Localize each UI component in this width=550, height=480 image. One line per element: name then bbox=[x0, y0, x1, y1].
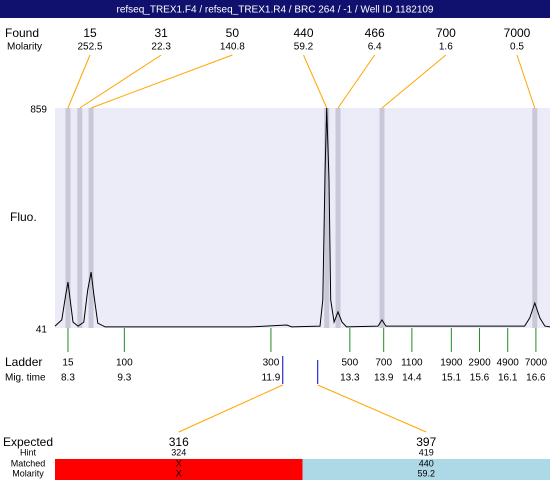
expected-size: 316 bbox=[169, 435, 189, 449]
ladder-size: 1100 bbox=[401, 358, 423, 369]
found-size: 440 bbox=[293, 26, 313, 40]
y-tick-label: 859 bbox=[30, 105, 47, 116]
found-connector bbox=[381, 54, 447, 109]
found-molarity: 1.6 bbox=[439, 42, 453, 53]
match-cell bbox=[302, 459, 550, 480]
peak-band bbox=[324, 108, 330, 328]
ladder-mig-time: 15.6 bbox=[470, 373, 490, 384]
found-molarity: 140.8 bbox=[220, 42, 245, 53]
found-connector bbox=[90, 54, 233, 109]
expected-hint: 419 bbox=[419, 447, 434, 457]
expected-connector bbox=[178, 384, 283, 433]
ladder-mig-time: 14.4 bbox=[402, 373, 422, 384]
ladder-mig-time: 9.3 bbox=[117, 373, 131, 384]
expected-molarity: 59.2 bbox=[417, 468, 435, 478]
title: refseq_TREX1.F4 / refseq_TREX1.R4 / BRC … bbox=[117, 5, 434, 16]
expected-connector bbox=[317, 384, 427, 433]
expected-row-label: Matched bbox=[11, 458, 46, 468]
ladder-size: 1900 bbox=[440, 358, 463, 369]
peak-band bbox=[77, 108, 83, 328]
ladder-mig-time: 13.3 bbox=[340, 373, 360, 384]
found-molarity: 0.5 bbox=[510, 42, 524, 53]
molarity-label: Molarity bbox=[7, 42, 42, 53]
ladder-mig-time: 8.3 bbox=[61, 373, 75, 384]
found-connector bbox=[303, 54, 328, 109]
ladder-size: 300 bbox=[263, 358, 280, 369]
found-connector bbox=[67, 54, 91, 109]
expected-matched: 440 bbox=[419, 458, 434, 468]
found-molarity: 252.5 bbox=[77, 42, 102, 53]
peak-band bbox=[65, 108, 71, 328]
ladder-size: 2900 bbox=[468, 358, 491, 369]
expected-hint: 324 bbox=[171, 447, 186, 457]
y-tick-label: 41 bbox=[36, 325, 48, 336]
ladder-size: 500 bbox=[342, 358, 359, 369]
found-size: 700 bbox=[436, 26, 456, 40]
expected-molarity: X bbox=[176, 468, 182, 478]
ladder-mig-time: 16.1 bbox=[498, 373, 518, 384]
ladder-mig-time: 15.1 bbox=[442, 373, 462, 384]
found-size: 466 bbox=[365, 26, 385, 40]
ladder-size: 15 bbox=[62, 358, 74, 369]
peak-band bbox=[88, 108, 94, 328]
ladder-size: 7000 bbox=[525, 358, 548, 369]
ladder-label: Ladder bbox=[5, 355, 42, 369]
peak-band bbox=[532, 108, 538, 328]
trace bbox=[54, 107, 550, 328]
ladder-mig-time: 13.9 bbox=[374, 373, 394, 384]
expected-size: 397 bbox=[416, 435, 436, 449]
found-size: 15 bbox=[83, 26, 97, 40]
found-connector bbox=[516, 54, 536, 109]
found-size: 31 bbox=[154, 26, 168, 40]
ladder-size: 700 bbox=[375, 358, 392, 369]
expected-matched: X bbox=[176, 458, 182, 468]
ladder-size: 100 bbox=[116, 358, 133, 369]
expected-row-label: Hint bbox=[20, 447, 37, 457]
title-bar bbox=[0, 0, 550, 18]
found-connector bbox=[337, 54, 376, 109]
expected-row-label: Molarity bbox=[12, 468, 44, 478]
ladder-size: 4900 bbox=[497, 358, 520, 369]
found-label: Found bbox=[5, 26, 39, 40]
peak-band bbox=[379, 108, 385, 328]
found-connector bbox=[79, 54, 162, 109]
mig-time-label: Mig. time bbox=[5, 373, 46, 384]
ladder-mig-time: 11.9 bbox=[262, 373, 281, 384]
match-cell bbox=[55, 459, 303, 480]
y-axis-label: Fluo. bbox=[10, 210, 37, 224]
found-molarity: 59.2 bbox=[294, 42, 314, 53]
found-size: 7000 bbox=[504, 26, 531, 40]
found-molarity: 6.4 bbox=[368, 42, 382, 53]
found-molarity: 22.3 bbox=[151, 42, 171, 53]
peak-band bbox=[335, 108, 341, 328]
found-size: 50 bbox=[226, 26, 240, 40]
ladder-mig-time: 16.6 bbox=[526, 373, 546, 384]
plot-background bbox=[55, 108, 550, 328]
expected-row-label: Expected bbox=[3, 435, 53, 449]
